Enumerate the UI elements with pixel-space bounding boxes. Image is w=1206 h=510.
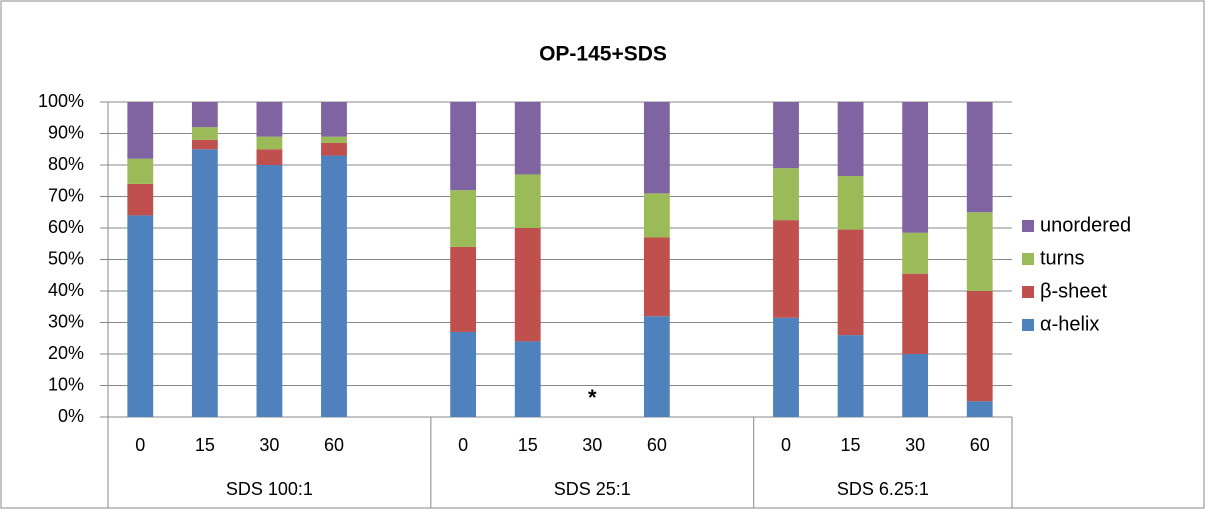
group-label: SDS 100:1 (226, 479, 313, 499)
bar-segment (902, 232, 929, 274)
chart-title: OP-145+SDS (539, 43, 667, 66)
x-tick-label: 60 (324, 435, 344, 455)
bar-segment (643, 102, 670, 194)
y-tick-label: 100% (38, 91, 84, 111)
x-tick-label: 60 (970, 435, 990, 455)
group-label: SDS 25:1 (554, 479, 631, 499)
bar-segment (966, 102, 993, 213)
y-tick-label: 30% (48, 311, 84, 331)
bar-segment (837, 176, 864, 230)
bar-segment (966, 291, 993, 402)
bar-segment (191, 102, 218, 128)
legend-swatch (1022, 220, 1034, 232)
y-tick-label: 80% (48, 154, 84, 174)
x-tick-label: 30 (259, 435, 279, 455)
bar-segment (514, 102, 541, 175)
bar-segment (321, 155, 347, 418)
bar-segment (643, 193, 670, 238)
bar-segment (127, 102, 154, 159)
x-tick-label: 0 (135, 435, 145, 455)
y-tick-label: 70% (48, 185, 84, 205)
bar-segment (514, 228, 541, 342)
y-tick-label: 50% (48, 248, 84, 268)
bar-segment (773, 168, 799, 221)
bar-segment (514, 341, 541, 417)
bar-segment (643, 316, 670, 417)
y-tick-label: 20% (48, 343, 84, 363)
bar-segment (902, 102, 929, 233)
y-tick-label: 90% (48, 122, 84, 142)
bar-segment (514, 174, 541, 228)
bar-segment (127, 158, 154, 184)
bar-segment (643, 237, 670, 317)
x-tick-label: 0 (458, 435, 468, 455)
y-tick-label: 60% (48, 217, 84, 237)
bar-segment (256, 136, 283, 150)
bar-segment (837, 335, 864, 417)
y-tick-label: 0% (58, 406, 84, 426)
bar-segment (191, 149, 218, 417)
bar-segment (191, 127, 218, 140)
bar-segment (321, 136, 347, 143)
bar-segment (450, 190, 477, 247)
legend-label: β-sheet (1040, 280, 1108, 302)
legend-label: turns (1040, 247, 1084, 269)
x-tick-label: 15 (195, 435, 215, 455)
bar-segment (837, 229, 864, 336)
x-tick-label: 60 (647, 435, 667, 455)
x-tick-label: 15 (841, 435, 861, 455)
bar-segment (256, 149, 283, 165)
legend-label: unordered (1040, 214, 1131, 236)
x-tick-label: 0 (781, 435, 791, 455)
legend-swatch (1022, 253, 1034, 265)
bar-segment (321, 102, 347, 137)
bar-segment (450, 246, 477, 332)
legend-label: α-helix (1040, 313, 1099, 335)
bar-segment (256, 165, 283, 417)
bar-segment (450, 102, 477, 191)
bar-segment (450, 331, 477, 417)
bar-segment (773, 317, 799, 417)
bar-segment (966, 212, 993, 291)
bar-segment (902, 273, 929, 354)
bar-segment (321, 142, 347, 156)
group-label: SDS 6.25:1 (837, 479, 929, 499)
x-tick-label: 30 (582, 435, 602, 455)
bar-segment (127, 215, 154, 417)
x-tick-label: 15 (518, 435, 538, 455)
bar-segment (902, 354, 929, 417)
bar-segment (966, 401, 993, 417)
bar-segment (773, 220, 799, 318)
bar-segment (127, 183, 154, 216)
legend-swatch (1022, 319, 1034, 331)
bar-segment (837, 102, 864, 177)
y-tick-label: 10% (48, 374, 84, 394)
legend-swatch (1022, 286, 1034, 298)
bar-segment (773, 102, 799, 169)
bar-segment (256, 102, 283, 137)
x-tick-label: 30 (905, 435, 925, 455)
annotation: * (588, 385, 597, 410)
y-tick-label: 40% (48, 280, 84, 300)
bar-segment (191, 139, 218, 150)
